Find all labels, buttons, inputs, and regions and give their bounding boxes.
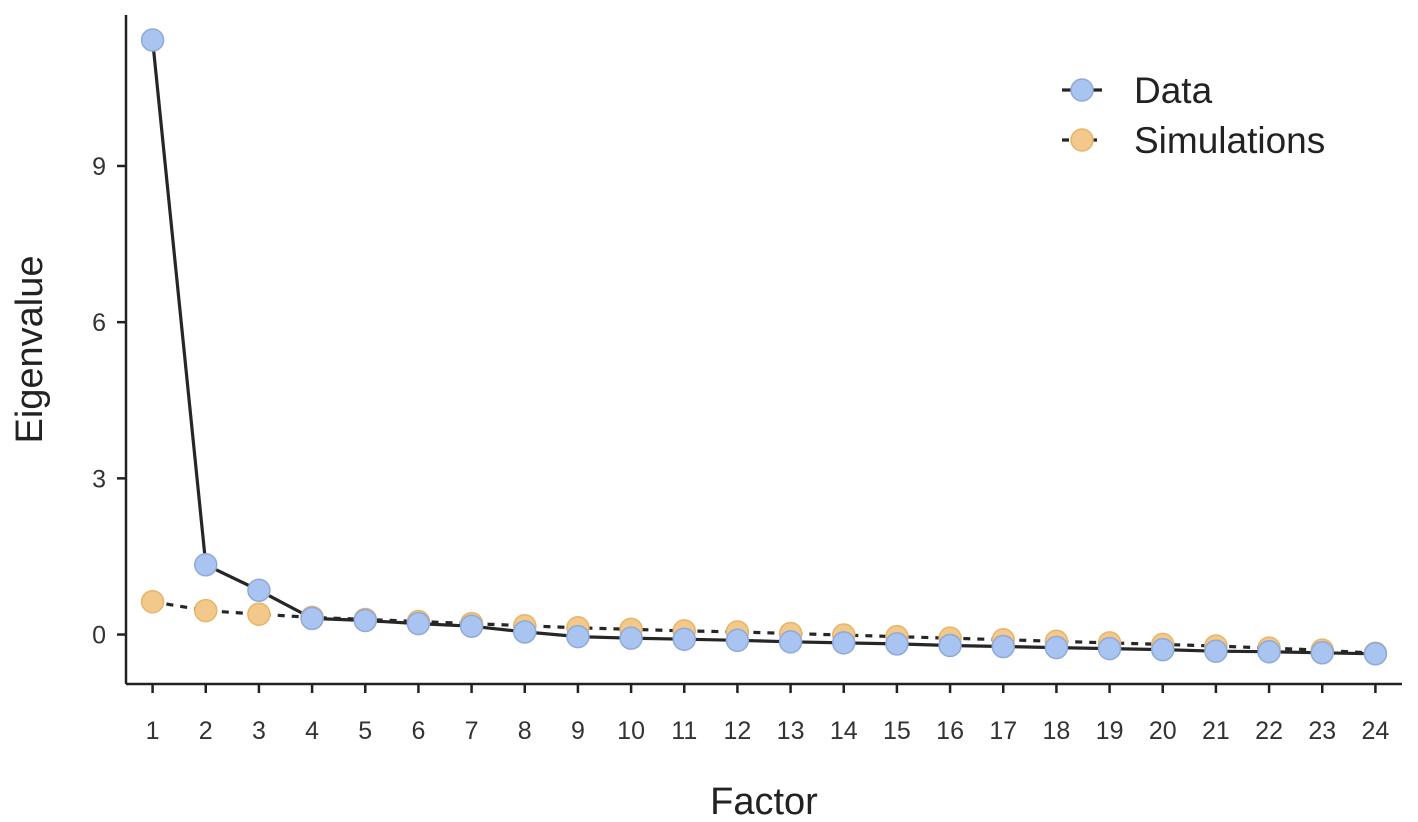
legend-key-marker (1070, 78, 1094, 102)
y-tick-label: 3 (92, 465, 106, 493)
x-tick-label: 9 (571, 717, 585, 745)
data-point-data (513, 620, 537, 644)
data-point-data (725, 628, 750, 653)
x-tick-label: 4 (305, 717, 319, 745)
legend-label: Simulations (1134, 120, 1325, 161)
data-point-data (1257, 639, 1281, 664)
data-point-data (1363, 642, 1388, 666)
x-tick-label: 8 (518, 717, 532, 745)
data-point-data (406, 611, 431, 636)
data-point-data (353, 608, 377, 633)
x-tick-label: 12 (724, 717, 752, 745)
data-point-simulations (247, 602, 271, 626)
x-tick-label: 14 (830, 717, 858, 745)
x-tick-label: 21 (1202, 717, 1230, 745)
data-point-simulations (140, 589, 165, 614)
x-tick-label: 1 (146, 717, 160, 745)
x-tick-label: 18 (1043, 717, 1071, 745)
data-point-data (300, 606, 324, 631)
series-line-simulations (152, 600, 1376, 655)
data-point-data (1204, 639, 1228, 663)
x-tick-label: 6 (411, 717, 425, 745)
y-axis-title: Eigenvalue (9, 255, 51, 443)
data-point-data (778, 630, 803, 654)
x-tick-label: 11 (671, 717, 697, 745)
data-point-data (991, 634, 1015, 659)
data-point-data (885, 632, 909, 656)
x-tick-label: 7 (465, 717, 479, 745)
data-point-data (566, 624, 590, 649)
data-point-data (194, 553, 218, 577)
x-tick-label: 16 (936, 717, 964, 745)
data-point-data (1097, 636, 1122, 661)
data-point-data (619, 626, 643, 650)
x-tick-label: 3 (252, 717, 266, 745)
x-tick-label: 10 (617, 717, 645, 745)
series-points (140, 28, 1388, 666)
x-tick-label: 15 (883, 717, 911, 745)
y-tick-label: 0 (92, 622, 106, 650)
data-point-data (140, 28, 165, 52)
data-point-simulations (194, 598, 218, 623)
x-tick-label: 17 (989, 717, 1017, 745)
x-tick-label: 13 (777, 717, 805, 745)
data-point-data (459, 614, 484, 638)
legend-label: Data (1134, 70, 1213, 111)
x-tick-label: 5 (358, 717, 372, 745)
legend-key-marker (1070, 128, 1094, 152)
x-axis-title: Factor (710, 781, 818, 822)
data-point-data (832, 631, 856, 655)
data-point-data (672, 627, 696, 651)
data-point-data (1151, 637, 1175, 662)
y-tick-label: 9 (92, 153, 106, 181)
x-tick-label: 2 (199, 717, 213, 745)
x-tick-label: 22 (1255, 717, 1283, 745)
x-tick-label: 24 (1362, 717, 1390, 745)
y-tick-label: 6 (92, 309, 106, 337)
data-point-data (247, 578, 271, 603)
x-tick-label: 19 (1096, 717, 1124, 745)
data-point-data (1310, 641, 1334, 665)
x-tick-label: 23 (1308, 717, 1336, 745)
legend: Data Simulations (1062, 70, 1325, 161)
data-point-data (938, 633, 962, 658)
x-tick-label: 20 (1149, 717, 1177, 745)
data-point-data (1044, 635, 1069, 660)
